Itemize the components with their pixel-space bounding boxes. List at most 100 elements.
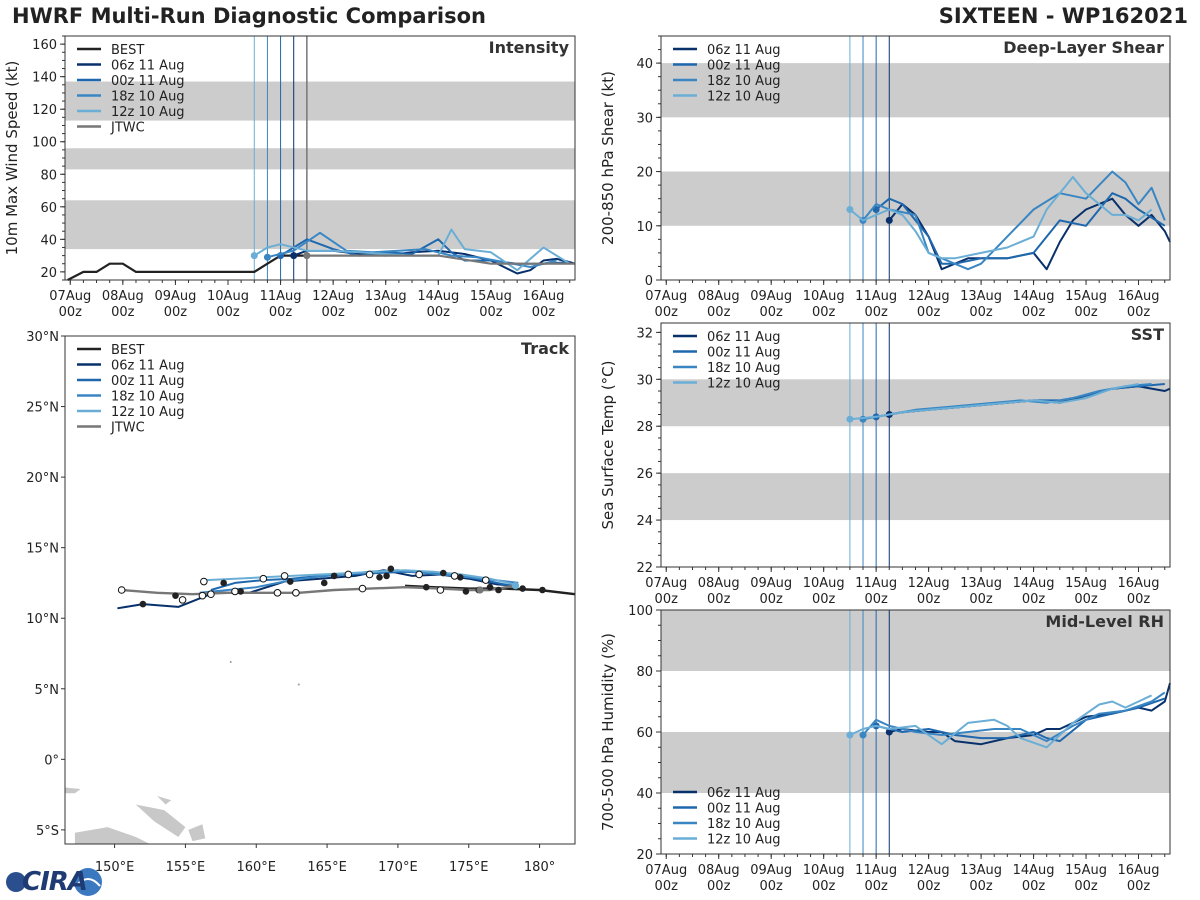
- sst-ytick-label: 26: [636, 467, 653, 482]
- track-legend-entry: 06z 11 Aug: [111, 359, 185, 374]
- track-ytick-label: 0°: [44, 753, 59, 768]
- shear-xtick-label-date: 16Aug: [1118, 289, 1160, 304]
- track-point-filled: [220, 579, 227, 587]
- intensity-xtick-label-hour: 00z: [216, 305, 240, 320]
- sst-xtick-label-hour: 00z: [1022, 592, 1046, 607]
- intensity-legend-entry: 12z 10 Aug: [111, 105, 185, 120]
- intensity-xtick-label-hour: 00z: [532, 305, 556, 320]
- rh-xtick-label-hour: 00z: [917, 879, 941, 894]
- shear-xtick-label-hour: 00z: [864, 305, 888, 320]
- rh-xtick-label-hour: 00z: [655, 879, 679, 894]
- sst-ytick-label: 22: [636, 561, 653, 576]
- rh-xtick-label-date: 14Aug: [1013, 863, 1055, 878]
- intensity-band: [65, 200, 575, 250]
- intensity-start-point: [290, 252, 298, 260]
- land-island: [135, 804, 186, 837]
- sst-ylabel: Sea Surface Temp (°C): [599, 360, 617, 529]
- intensity-ytick-label: 120: [32, 103, 57, 118]
- track-point-open: [365, 570, 374, 579]
- track-xtick-label: 175°E: [449, 860, 489, 875]
- intensity-xtick-label-hour: 00z: [479, 305, 503, 320]
- intensity-start-point: [263, 253, 271, 261]
- rh-start-point: [859, 731, 867, 739]
- sst-series-12z-10-aug: [849, 383, 1139, 421]
- rh-ylabel: 700-500 hPa Humidity (%): [599, 633, 617, 831]
- rh-xtick-label-date: 15Aug: [1065, 863, 1107, 878]
- intensity-panel-title: Intensity: [489, 38, 570, 57]
- rh-xtick-label-hour: 00z: [812, 879, 836, 894]
- rh-xtick-label-date: 16Aug: [1118, 863, 1160, 878]
- track-legend-entry: JTWC: [110, 421, 145, 436]
- track-legend-entry: 18z 10 Aug: [111, 390, 185, 405]
- rh-xtick-label-date: 11Aug: [855, 863, 897, 878]
- shear-xtick-label-date: 07Aug: [645, 289, 687, 304]
- track-legend-entry: 12z 10 Aug: [111, 405, 185, 420]
- sst-xtick-label-date: 11Aug: [855, 576, 897, 591]
- shear-xtick-label-hour: 00z: [917, 305, 941, 320]
- track-point-open: [273, 589, 282, 597]
- shear-panel-title: Deep-Layer Shear: [1003, 38, 1164, 57]
- shear-xtick-label-date: 12Aug: [908, 289, 950, 304]
- rh-xtick-label-date: 12Aug: [908, 863, 950, 878]
- track-ytick-label: 30°N: [26, 330, 59, 345]
- sst-band: [661, 379, 1170, 427]
- track-point-filled: [456, 574, 464, 581]
- intensity-series-jtwc: [306, 254, 575, 265]
- intensity-legend-entry: 06z 11 Aug: [111, 59, 185, 74]
- track-point-open: [207, 590, 215, 599]
- intensity-ytick-label: 80: [40, 168, 57, 183]
- shear-start-point: [885, 216, 893, 224]
- intensity-legend-entry: 18z 10 Aug: [111, 90, 185, 105]
- sst-xtick-label-hour: 00z: [655, 592, 679, 607]
- intensity-start-point: [250, 252, 258, 260]
- intensity-xtick-label-hour: 00z: [111, 305, 135, 320]
- track-point-open: [178, 596, 187, 604]
- intensity-xtick-label-hour: 00z: [59, 305, 83, 320]
- sst-xtick-label-date: 16Aug: [1118, 576, 1160, 591]
- sst-xtick-label-hour: 00z: [1127, 592, 1151, 607]
- shear-legend-entry: 12z 10 Aug: [707, 90, 781, 105]
- track-legend-entry: BEST: [111, 343, 144, 358]
- intensity-xtick-label-hour: 00z: [269, 305, 293, 320]
- sst-legend-entry: 00z 11 Aug: [707, 346, 781, 361]
- track-series-12z-10-aug: [206, 569, 515, 586]
- intensity-legend-entry: JTWC: [110, 121, 145, 136]
- shear-ytick-label: 20: [636, 166, 653, 181]
- track-xtick-label: 170°E: [378, 860, 418, 875]
- track-jtwc-current: [476, 586, 484, 594]
- track-point-open: [292, 589, 300, 597]
- sst-xtick-label-hour: 00z: [969, 592, 993, 607]
- shear-xtick-label-hour: 00z: [760, 305, 784, 320]
- rh-xtick-label-date: 08Aug: [698, 863, 740, 878]
- track-point-open: [450, 572, 459, 580]
- shear-xtick-label-hour: 00z: [1127, 305, 1151, 320]
- rh-legend-entry: 12z 10 Aug: [707, 833, 781, 848]
- shear-xtick-label-hour: 00z: [969, 305, 993, 320]
- track-point-filled: [139, 600, 147, 608]
- land-island: [157, 796, 172, 805]
- storm-id: SIXTEEN - WP162021: [938, 4, 1188, 28]
- sst-ytick-label: 28: [636, 420, 653, 435]
- track-ytick-label: 5°S: [36, 824, 59, 839]
- intensity-legend-entry: 00z 11 Aug: [111, 74, 185, 89]
- rh-xtick-label-hour: 00z: [1074, 879, 1098, 894]
- rh-ytick-label: 40: [636, 787, 653, 802]
- sst-xtick-label-date: 08Aug: [698, 576, 740, 591]
- track-xtick-label: 150°E: [95, 860, 135, 875]
- land-islet: [229, 660, 232, 663]
- sst-panel: 22242628303207Aug00z08Aug00z09Aug00z10Au…: [599, 322, 1171, 607]
- sst-ytick-label: 32: [636, 326, 653, 341]
- track-point-filled: [486, 583, 494, 591]
- rh-xtick-label-hour: 00z: [707, 879, 731, 894]
- shear-xtick-label-date: 14Aug: [1013, 289, 1055, 304]
- land-island: [65, 787, 81, 794]
- rh-band: [661, 732, 1170, 793]
- track-run-current: [511, 582, 520, 590]
- track-point-filled: [539, 586, 546, 594]
- sst-panel-title: SST: [1131, 325, 1164, 344]
- track-point-open: [358, 584, 367, 593]
- rh-ytick-label: 60: [636, 726, 653, 741]
- track-point-open: [436, 586, 445, 594]
- shear-xtick-label-hour: 00z: [655, 305, 679, 320]
- track-ytick-label: 5°N: [35, 683, 60, 698]
